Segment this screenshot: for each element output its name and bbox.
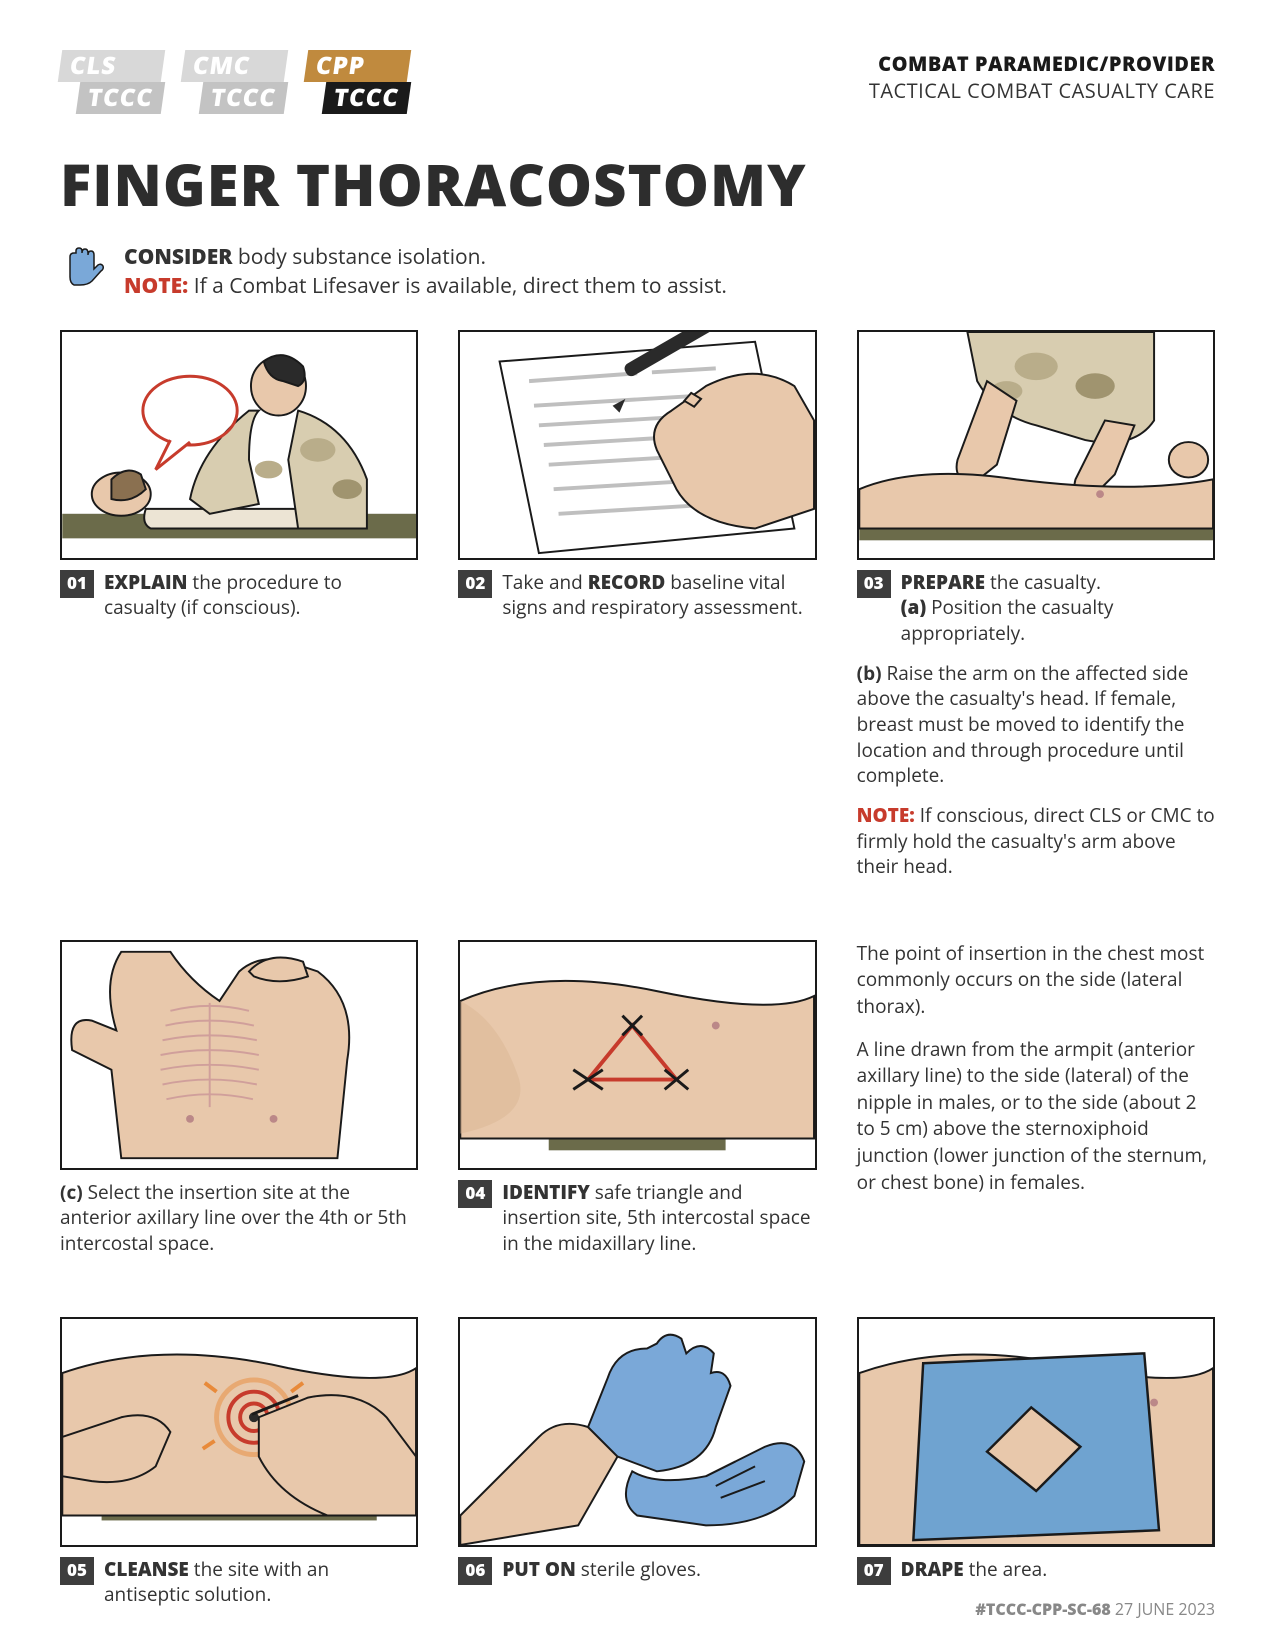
caption-text: (c) Select the insertion site at the ant… bbox=[60, 1180, 418, 1257]
step-06: 06 PUT ON sterile gloves. bbox=[458, 1317, 816, 1608]
side-info: The point of insertion in the chest most… bbox=[857, 940, 1215, 1257]
illustration-03 bbox=[857, 330, 1215, 560]
badge-bot: TCCC bbox=[76, 82, 165, 114]
badge-top: CLS bbox=[58, 50, 165, 82]
step-number: 07 bbox=[857, 1557, 891, 1585]
note-label: NOTE: bbox=[124, 272, 188, 300]
badge-cpp: CPP TCCC bbox=[306, 50, 409, 114]
step-number: 02 bbox=[458, 570, 492, 598]
illustration-03c bbox=[60, 940, 418, 1170]
header-text: COMBAT PARAMEDIC/PROVIDER TACTICAL COMBA… bbox=[869, 50, 1215, 104]
step-number: 06 bbox=[458, 1557, 492, 1585]
badge-bot: TCCC bbox=[322, 82, 411, 114]
illustration-04 bbox=[458, 940, 816, 1170]
note-text: If a Combat Lifesaver is available, dire… bbox=[188, 272, 727, 300]
caption-text: DRAPE the area. bbox=[901, 1557, 1215, 1583]
intro-block: CONSIDER body substance isolation. NOTE:… bbox=[60, 243, 1215, 302]
badge-row: CLS TCCC CMC TCCC CPP TCCC bbox=[60, 50, 409, 114]
side-paragraph-1: The point of insertion in the chest most… bbox=[857, 940, 1215, 1020]
footer: #TCCC-CPP-SC-68 27 JUNE 2023 bbox=[975, 1598, 1215, 1620]
illustration-06 bbox=[458, 1317, 816, 1547]
caption-text: EXPLAIN the procedure to casualty (if co… bbox=[104, 570, 418, 621]
step-number: 05 bbox=[60, 1557, 94, 1585]
intro-text: CONSIDER body substance isolation. NOTE:… bbox=[124, 243, 727, 302]
page-title: FINGER THORACOSTOMY bbox=[60, 144, 1215, 223]
grid-row-3: 05 CLEANSE the site with an antiseptic s… bbox=[60, 1317, 1215, 1608]
illustration-01 bbox=[60, 330, 418, 560]
caption-text: CLEANSE the site with an antiseptic solu… bbox=[104, 1557, 418, 1608]
step-number: 03 bbox=[857, 570, 891, 598]
glove-icon bbox=[60, 243, 108, 291]
caption-text: PREPARE the casualty. (a) Position the c… bbox=[901, 570, 1215, 647]
illustration-05 bbox=[60, 1317, 418, 1547]
header-line2: TACTICAL COMBAT CASUALTY CARE bbox=[869, 77, 1215, 104]
step-01: 01 EXPLAIN the procedure to casualty (if… bbox=[60, 330, 418, 880]
grid-row-1: 01 EXPLAIN the procedure to casualty (if… bbox=[60, 330, 1215, 880]
consider-text: body substance isolation. bbox=[232, 243, 486, 271]
badge-cls: CLS TCCC bbox=[60, 50, 163, 114]
step-number: 04 bbox=[458, 1180, 492, 1208]
step-03-note: NOTE: If conscious, direct CLS or CMC to… bbox=[857, 803, 1215, 880]
footer-code: #TCCC-CPP-SC-68 bbox=[975, 1598, 1110, 1620]
consider-label: CONSIDER bbox=[124, 243, 232, 271]
footer-date: 27 JUNE 2023 bbox=[1111, 1598, 1215, 1620]
badge-top: CMC bbox=[181, 50, 288, 82]
step-03: 03 PREPARE the casualty. (a) Position th… bbox=[857, 330, 1215, 880]
badge-cmc: CMC TCCC bbox=[183, 50, 286, 114]
caption-text: Take and RECORD baseline vital signs and… bbox=[502, 570, 816, 621]
caption-text: IDENTIFY safe triangle and insertion sit… bbox=[502, 1180, 816, 1257]
grid-row-2: (c) Select the insertion site at the ant… bbox=[60, 940, 1215, 1257]
step-03c: (c) Select the insertion site at the ant… bbox=[60, 940, 418, 1257]
caption-text: PUT ON sterile gloves. bbox=[502, 1557, 816, 1583]
step-05: 05 CLEANSE the site with an antiseptic s… bbox=[60, 1317, 418, 1608]
badge-bot: TCCC bbox=[199, 82, 288, 114]
step-03-extra: (b) Raise the arm on the affected side a… bbox=[857, 661, 1215, 789]
step-07: 07 DRAPE the area. bbox=[857, 1317, 1215, 1608]
step-04: 04 IDENTIFY safe triangle and insertion … bbox=[458, 940, 816, 1257]
step-02: 02 Take and RECORD baseline vital signs … bbox=[458, 330, 816, 880]
step-number: 01 bbox=[60, 570, 94, 598]
header-line1: COMBAT PARAMEDIC/PROVIDER bbox=[869, 50, 1215, 77]
illustration-07 bbox=[857, 1317, 1215, 1547]
illustration-02 bbox=[458, 330, 816, 560]
side-paragraph-2: A line drawn from the armpit (anterior a… bbox=[857, 1036, 1215, 1196]
header: CLS TCCC CMC TCCC CPP TCCC COMBAT PARAME… bbox=[60, 50, 1215, 114]
badge-top: CPP bbox=[304, 50, 411, 82]
